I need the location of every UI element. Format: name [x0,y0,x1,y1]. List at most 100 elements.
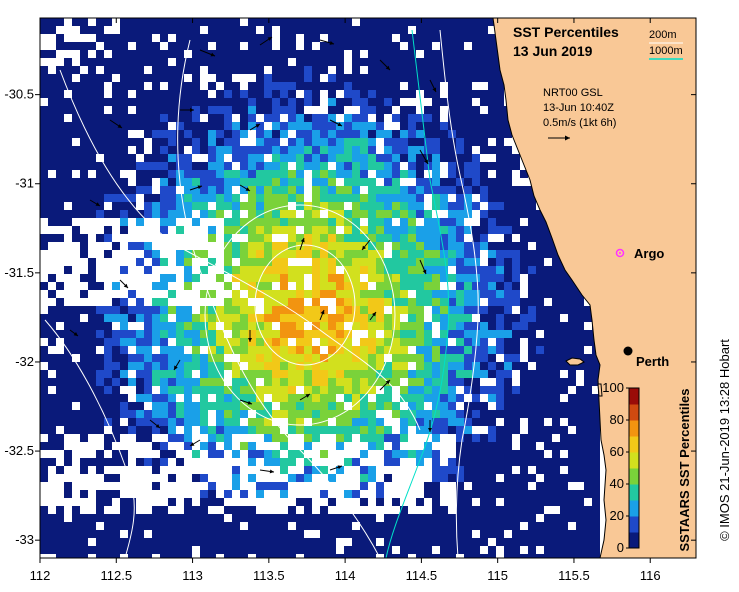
sst-cell [152,58,160,66]
sst-cell [368,530,376,538]
sst-cell [320,154,328,162]
sst-cell [72,554,80,558]
sst-cell [40,546,48,554]
sst-cell [528,306,536,314]
sst-cell [280,514,288,522]
sst-cell [160,394,168,402]
sst-cell [112,418,120,426]
sst-cell [224,394,232,402]
sst-cell [376,274,384,282]
sst-cell [264,538,272,546]
sst-cell [192,362,200,370]
sst-cell [104,546,112,554]
sst-cell [168,130,176,138]
sst-cell [264,26,272,34]
sst-cell [368,378,376,386]
sst-cell [504,378,512,386]
sst-cell [328,314,336,322]
sst-cell [296,282,304,290]
sst-cell [432,50,440,58]
sst-cell [312,386,320,394]
sst-cell [248,306,256,314]
sst-cell [264,530,272,538]
sst-cell [376,58,384,66]
sst-cell [312,298,320,306]
sst-cell [136,330,144,338]
sst-cell [296,66,304,74]
sst-cell [376,26,384,34]
sst-cell [208,354,216,362]
sst-cell [560,530,568,538]
sst-cell [352,282,360,290]
sst-cell [440,74,448,82]
sst-cell [64,194,72,202]
sst-cell [88,90,96,98]
sst-cell [200,210,208,218]
sst-cell [384,210,392,218]
sst-cell [432,114,440,122]
current-arrow [249,123,261,131]
sst-cell [432,458,440,466]
sst-cell [232,18,240,26]
sst-cell [248,522,256,530]
sst-cell [360,178,368,186]
sst-cell [384,58,392,66]
sst-cell [64,106,72,114]
sst-cell [160,538,168,546]
sst-cell [280,194,288,202]
sst-cell [272,82,280,90]
sst-cell [216,314,224,322]
sst-cell [280,98,288,106]
sst-cell [560,474,568,482]
sst-cell [520,402,528,410]
sst-cell [296,298,304,306]
sst-cell [480,234,488,242]
sst-cell [136,530,144,538]
sst-cell [240,546,248,554]
sst-cell [120,34,128,42]
sst-cell [328,90,336,98]
sst-cell [160,458,168,466]
sst-cell [152,50,160,58]
current-arrow [248,330,252,342]
sst-cell [232,218,240,226]
sst-cell [328,386,336,394]
sst-cell [504,370,512,378]
sst-cell [312,546,320,554]
sst-cell [536,410,544,418]
sst-cell [464,242,472,250]
sst-cell [384,42,392,50]
sst-cell [296,130,304,138]
sst-cell [360,226,368,234]
sst-cell [432,194,440,202]
sst-cell [360,362,368,370]
sst-cell [184,138,192,146]
sst-cell [296,58,304,66]
sst-cell [256,202,264,210]
sst-cell [408,50,416,58]
sst-cell [256,514,264,522]
sst-cell [280,210,288,218]
sst-cell [528,418,536,426]
sst-cell [136,554,144,558]
sst-cell [200,202,208,210]
sst-cell [592,410,600,418]
sst-cell [400,194,408,202]
sst-cell [560,298,568,306]
sst-cell [416,418,424,426]
sst-cell [528,538,536,546]
sst-cell [168,514,176,522]
sst-cell [432,402,440,410]
sst-cell [160,58,168,66]
sst-cell [248,322,256,330]
sst-cell [208,530,216,538]
sst-cell [296,338,304,346]
sst-cell [128,546,136,554]
sst-cell [256,354,264,362]
sst-cell [232,530,240,538]
sst-cell [408,58,416,66]
sst-cell [256,42,264,50]
sst-cell [576,506,584,514]
sst-cell [368,474,376,482]
sst-cell [384,138,392,146]
